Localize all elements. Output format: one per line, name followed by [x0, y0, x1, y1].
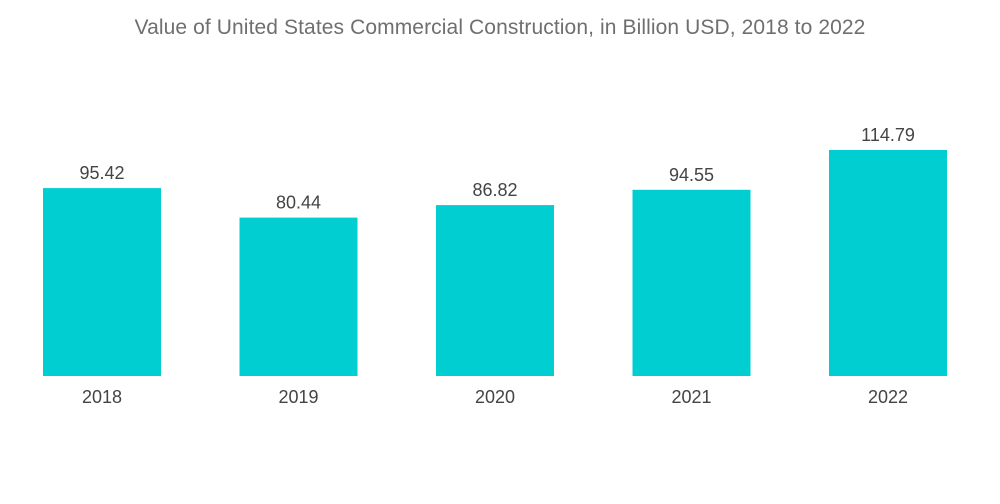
data-label-2018: 95.42 — [79, 163, 124, 183]
bar-2019 — [239, 217, 358, 376]
labels-layer: 95.42 2018 80.44 2019 86.82 2020 94.55 2021 114.… — [79, 125, 914, 407]
bars-layer — [43, 150, 947, 376]
bar-2018 — [43, 188, 161, 376]
x-tick-label-2019: 2019 — [278, 387, 318, 407]
data-label-2021: 94.55 — [669, 165, 714, 185]
x-tick-label-2021: 2021 — [671, 387, 711, 407]
bar-2020 — [436, 205, 554, 376]
x-tick-label-2018: 2018 — [82, 387, 122, 407]
x-tick-label-2020: 2020 — [475, 387, 515, 407]
data-label-2019: 80.44 — [276, 193, 321, 213]
data-label-2022: 114.79 — [861, 125, 915, 145]
data-label-2020: 86.82 — [472, 180, 517, 200]
x-tick-label-2022: 2022 — [868, 387, 908, 407]
bar-2021 — [632, 189, 751, 376]
chart-title: Value of United States Commercial Constr… — [134, 16, 866, 39]
bar-2022 — [829, 150, 947, 376]
